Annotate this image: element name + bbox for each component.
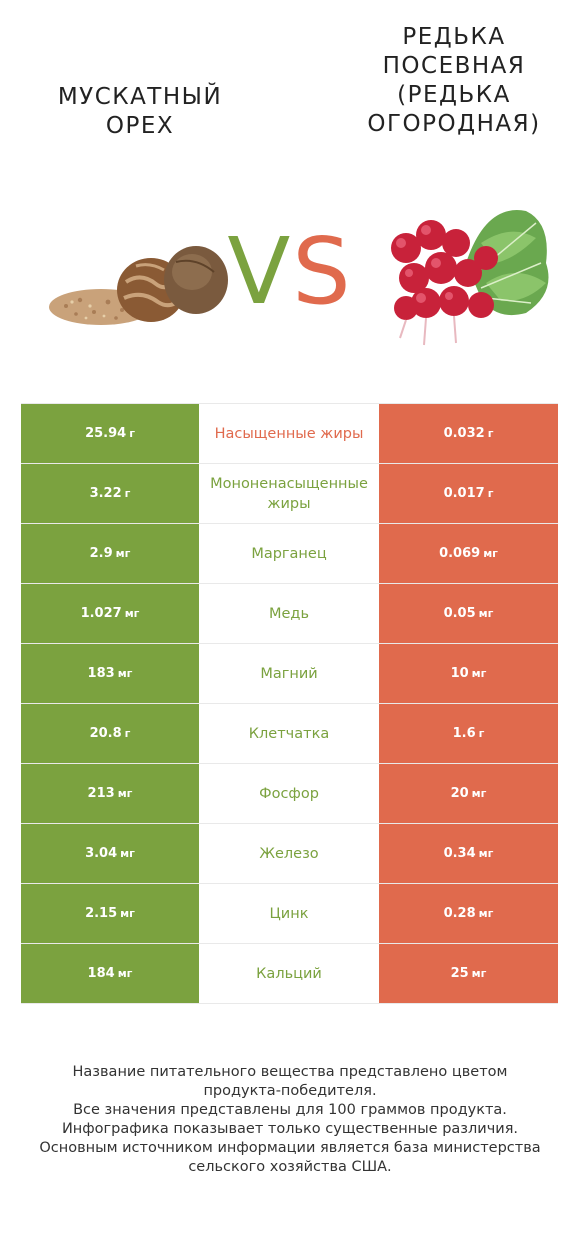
table-row: 2.15 мг Цинк 0.28 мг [21,884,558,944]
right-unit: мг [471,967,487,980]
nutrient-name: Железо [199,824,379,883]
footer-line: Инфографика показывает только существенн… [61,1121,519,1137]
table-row: 2.9 мг Марганец 0.069 мг [21,524,558,584]
table-row: 1.027 мг Медь 0.05 мг [21,584,558,644]
footer-line: продукта-победителя. [203,1083,377,1099]
left-value-cell: 183 мг [21,644,199,703]
footer-line: Все значения представлены для 100 граммо… [73,1102,507,1118]
comparison-table: 25.94 г Насыщенные жиры 0.032 г 3.22 г Мононена… [21,403,558,1004]
footer-line: Название питательного вещества представл… [72,1064,508,1080]
left-value-cell: 25.94 г [21,404,199,463]
left-unit: мг [117,967,133,980]
right-value-cell: 20 мг [379,764,558,823]
left-value: 2.9 [89,546,113,561]
nutrient-name: Клетчатка [199,704,379,763]
table-row: 184 мг Кальций 25 мг [21,944,558,1004]
footer-line: сельского хозяйства США. [188,1159,392,1175]
left-unit: мг [120,907,135,920]
left-food-title: МУСКАТНЫЙ ОРЕХ [57,84,223,139]
right-value-cell: 25 мг [379,944,558,1003]
right-unit: г [487,427,494,440]
right-unit: мг [478,607,494,620]
right-value-cell: 0.017 г [379,464,558,523]
right-value: 0.28 [443,906,476,921]
left-unit: г [129,427,135,440]
left-value: 25.94 [85,426,127,441]
right-value-cell: 1.6 г [379,704,558,763]
left-unit: мг [124,607,140,620]
right-unit: г [487,487,494,500]
radish-image [391,210,549,346]
left-value-cell: 184 мг [21,944,199,1003]
right-value-cell: 0.069 мг [379,524,558,583]
right-unit: мг [483,547,498,560]
left-value: 20.8 [89,726,122,741]
right-value: 10 [450,666,469,681]
left-value: 3.04 [85,846,118,861]
left-value: 1.027 [80,606,122,621]
footer-line: Основным источником информации является … [39,1140,541,1156]
left-value: 3.22 [89,486,122,501]
left-value-cell: 3.22 г [21,464,199,523]
left-unit: мг [117,787,133,800]
right-value-cell: 0.032 г [379,404,558,463]
nutrient-name: Магний [199,644,379,703]
right-value: 0.032 [443,426,485,441]
left-value-cell: 1.027 мг [21,584,199,643]
right-value: 20 [450,786,469,801]
nutrient-name: Мононенасыщенные жиры [199,464,379,523]
nutrient-name: Марганец [199,524,379,583]
table-row: 3.22 г Мононенасыщенные жиры 0.017 г [21,464,558,524]
right-value-cell: 0.34 мг [379,824,558,883]
left-unit: г [124,727,131,740]
left-value: 184 [87,966,115,981]
right-unit: мг [478,907,494,920]
nutrient-name: Насыщенные жиры [199,404,379,463]
right-unit: г [478,727,485,740]
left-unit: мг [117,667,133,680]
right-value: 0.017 [443,486,485,501]
left-value-cell: 2.9 мг [21,524,199,583]
table-row: 213 мг Фосфор 20 мг [21,764,558,824]
nutrient-name: Цинк [199,884,379,943]
nutrient-name: Кальций [199,944,379,1003]
nutrient-name: Медь [199,584,379,643]
right-value: 0.34 [443,846,476,861]
right-value: 0.069 [439,546,481,561]
nutrient-name: Фосфор [199,764,379,823]
left-value: 183 [87,666,115,681]
left-unit: мг [115,547,131,560]
vs-letter-v: V [227,218,293,325]
right-value: 25 [450,966,469,981]
table-row: 183 мг Магний 10 мг [21,644,558,704]
right-value: 1.6 [452,726,476,741]
left-value-cell: 20.8 г [21,704,199,763]
vs-letter-s: S [292,218,353,325]
footer-notes: Название питательного вещества представл… [20,1063,560,1177]
right-value: 0.05 [443,606,476,621]
table-row: 25.94 г Насыщенные жиры 0.032 г [21,403,558,464]
nutmeg-image [49,246,228,325]
right-value-cell: 0.05 мг [379,584,558,643]
right-value-cell: 0.28 мг [379,884,558,943]
right-unit: мг [471,667,487,680]
left-value-cell: 213 мг [21,764,199,823]
right-unit: мг [478,847,494,860]
right-value-cell: 10 мг [379,644,558,703]
right-food-title: РЕДЬКА ПОСЕВНАЯ (РЕДЬКА ОГОРОДНАЯ) [367,24,541,137]
left-unit: мг [120,847,135,860]
versus-label: VS [222,222,358,322]
left-value-cell: 2.15 мг [21,884,199,943]
left-unit: г [124,487,131,500]
right-unit: мг [471,787,487,800]
left-value-cell: 3.04 мг [21,824,199,883]
table-row: 20.8 г Клетчатка 1.6 г [21,704,558,764]
left-value: 213 [87,786,115,801]
left-value: 2.15 [85,906,118,921]
table-row: 3.04 мг Железо 0.34 мг [21,824,558,884]
